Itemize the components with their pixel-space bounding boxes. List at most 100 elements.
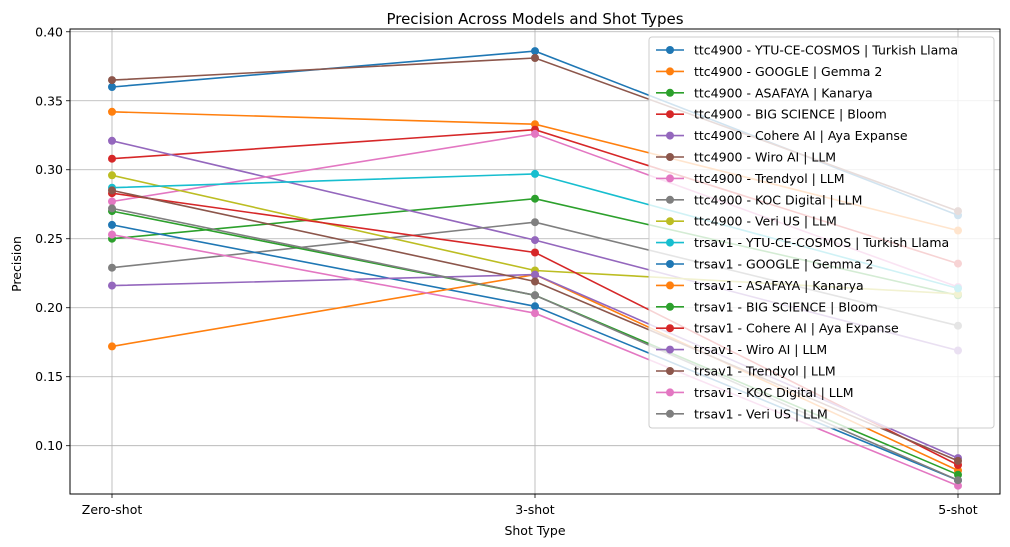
data-point — [531, 194, 539, 203]
legend-swatch-marker — [666, 409, 674, 418]
y-tick-label: 0.10 — [35, 438, 63, 453]
data-point — [531, 129, 539, 138]
legend-swatch-marker — [666, 367, 674, 375]
x-axis-label: Shot Type — [504, 523, 565, 538]
legend-item: trsav1 - BIG SCIENCE | Bloom — [656, 299, 878, 314]
legend-item: trsav1 - GOOGLE | Gemma 2 — [656, 257, 873, 272]
legend-item: ttc4900 - KOC Digital | LLM — [656, 192, 862, 207]
legend-label: ttc4900 - BIG SCIENCE | Bloom — [694, 107, 887, 122]
legend-label: ttc4900 - Veri US | LLM — [694, 214, 837, 229]
data-point — [531, 277, 539, 286]
legend-swatch-marker — [666, 238, 674, 247]
x-tick-label: 5-shot — [938, 502, 978, 517]
y-tick-label: 0.35 — [35, 93, 63, 108]
legend-item: ttc4900 - Wiro AI | LLM — [656, 150, 836, 165]
data-point — [108, 76, 116, 85]
legend-item: ttc4900 - Cohere AI | Aya Expanse — [656, 128, 908, 143]
legend-label: trsav1 - GOOGLE | Gemma 2 — [694, 257, 873, 272]
data-point — [108, 197, 116, 206]
data-point — [954, 481, 962, 490]
x-tick-label: Zero-shot — [82, 502, 143, 517]
legend-label: trsav1 - YTU-CE-COSMOS | Turkish Llama — [694, 235, 949, 250]
data-point — [531, 270, 539, 279]
legend-label: ttc4900 - Trendyol | LLM — [694, 171, 845, 186]
data-point — [531, 309, 539, 318]
data-point — [108, 171, 116, 180]
legend-label: trsav1 - KOC Digital | LLM — [694, 385, 854, 400]
legend-swatch-marker — [666, 324, 674, 333]
legend-item: ttc4900 - Trendyol | LLM — [656, 171, 845, 186]
legend-item: trsav1 - KOC Digital | LLM — [656, 385, 854, 400]
data-point — [108, 83, 116, 91]
data-point — [531, 120, 539, 129]
data-point — [108, 154, 116, 163]
data-point — [108, 136, 116, 145]
legend-swatch-marker — [666, 217, 674, 226]
legend-swatch-marker — [666, 88, 674, 97]
legend-swatch-marker — [666, 260, 674, 268]
legend-swatch-marker — [666, 153, 674, 161]
data-point — [531, 248, 539, 257]
data-point — [531, 291, 539, 300]
legend-box — [648, 36, 995, 429]
legend: ttc4900 - YTU-CE-COSMOS | Turkish Llama t… — [648, 36, 995, 429]
y-tick-label: 0.40 — [35, 24, 63, 39]
data-point — [531, 302, 539, 311]
legend-item: ttc4900 - Veri US | LLM — [656, 214, 837, 229]
data-point — [531, 236, 539, 245]
legend-swatch-marker — [666, 46, 674, 54]
legend-item: ttc4900 - ASAFAYA | Kanarya — [656, 85, 873, 100]
data-point — [531, 54, 539, 62]
legend-swatch-marker — [666, 174, 674, 183]
legend-label: ttc4900 - GOOGLE | Gemma 2 — [694, 64, 882, 79]
legend-swatch-marker — [666, 131, 674, 140]
data-point — [108, 186, 116, 195]
legend-label: trsav1 - Veri US | LLM — [694, 406, 828, 421]
legend-item: trsav1 - Wiro AI | LLM — [656, 342, 827, 357]
legend-item: ttc4900 - YTU-CE-COSMOS | Turkish Llama — [656, 43, 958, 58]
data-point — [108, 204, 116, 213]
data-point — [108, 220, 116, 229]
chart-title: Precision Across Models and Shot Types — [386, 10, 683, 28]
legend-label: trsav1 - ASAFAYA | Kanarya — [694, 278, 864, 293]
data-point — [108, 107, 116, 116]
legend-label: trsav1 - Trendyol | LLM — [694, 364, 836, 379]
legend-swatch-marker — [666, 281, 674, 290]
data-point — [108, 281, 116, 290]
data-point — [954, 470, 962, 479]
data-point — [531, 47, 539, 56]
legend-item: trsav1 - Cohere AI | Aya Expanse — [656, 321, 899, 336]
legend-label: ttc4900 - Wiro AI | LLM — [694, 150, 836, 165]
y-tick-label: 0.15 — [35, 369, 63, 384]
legend-item: trsav1 - ASAFAYA | Kanarya — [656, 278, 864, 293]
x-tick-label: 3-shot — [515, 502, 555, 517]
y-tick-label: 0.25 — [35, 231, 63, 246]
axis-ticks: Zero-shot 3-shot 5-shot 0.10 0.15 0.20 0.25 0.3… — [35, 24, 978, 517]
legend-item: trsav1 - Trendyol | LLM — [656, 364, 836, 379]
data-point — [954, 476, 962, 485]
legend-swatch-marker — [666, 195, 674, 204]
legend-swatch-marker — [666, 67, 674, 76]
legend-item: ttc4900 - BIG SCIENCE | Bloom — [656, 107, 887, 122]
legend-swatch-marker — [666, 345, 674, 354]
legend-swatch-marker — [666, 110, 674, 119]
y-axis-label: Precision — [9, 236, 24, 292]
legend-item: ttc4900 - GOOGLE | Gemma 2 — [656, 64, 882, 79]
legend-label: ttc4900 - YTU-CE-COSMOS | Turkish Llama — [694, 43, 958, 58]
legend-item: trsav1 - YTU-CE-COSMOS | Turkish Llama — [656, 235, 949, 250]
data-point — [108, 263, 116, 272]
legend-label: trsav1 - Wiro AI | LLM — [694, 342, 827, 357]
legend-label: ttc4900 - Cohere AI | Aya Expanse — [694, 128, 908, 143]
data-point — [108, 342, 116, 351]
legend-swatch-marker — [666, 302, 674, 311]
data-point — [531, 169, 539, 178]
legend-label: trsav1 - BIG SCIENCE | Bloom — [694, 299, 878, 314]
legend-label: ttc4900 - ASAFAYA | Kanarya — [694, 85, 873, 100]
legend-item: trsav1 - Veri US | LLM — [656, 406, 828, 421]
legend-label: ttc4900 - KOC Digital | LLM — [694, 192, 862, 207]
data-point — [954, 456, 962, 465]
data-point — [108, 230, 116, 239]
legend-label: trsav1 - Cohere AI | Aya Expanse — [694, 321, 899, 336]
y-tick-label: 0.20 — [35, 300, 63, 315]
